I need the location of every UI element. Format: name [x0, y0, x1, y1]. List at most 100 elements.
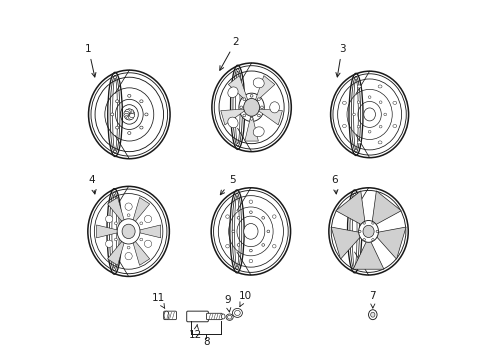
- Ellipse shape: [261, 216, 264, 219]
- Ellipse shape: [377, 141, 381, 144]
- FancyBboxPatch shape: [206, 313, 222, 320]
- Polygon shape: [137, 225, 161, 238]
- Ellipse shape: [140, 100, 143, 103]
- Ellipse shape: [127, 132, 131, 135]
- Text: 10: 10: [238, 291, 251, 306]
- Ellipse shape: [367, 96, 370, 98]
- Ellipse shape: [368, 310, 376, 320]
- Ellipse shape: [342, 101, 346, 104]
- Ellipse shape: [357, 141, 360, 144]
- Ellipse shape: [227, 87, 238, 98]
- Ellipse shape: [248, 259, 252, 263]
- Ellipse shape: [123, 113, 129, 118]
- Ellipse shape: [257, 114, 260, 117]
- Ellipse shape: [357, 125, 359, 128]
- Ellipse shape: [375, 230, 378, 233]
- Ellipse shape: [140, 238, 142, 241]
- Ellipse shape: [124, 115, 130, 119]
- Ellipse shape: [362, 239, 365, 241]
- Ellipse shape: [248, 200, 252, 203]
- Ellipse shape: [383, 113, 386, 116]
- Polygon shape: [132, 198, 149, 223]
- Ellipse shape: [342, 125, 346, 127]
- Polygon shape: [220, 109, 244, 125]
- Text: 5: 5: [220, 175, 235, 195]
- Ellipse shape: [124, 109, 134, 120]
- Ellipse shape: [144, 240, 151, 247]
- Ellipse shape: [253, 127, 264, 137]
- Polygon shape: [255, 76, 274, 101]
- Text: 2: 2: [219, 37, 239, 70]
- Ellipse shape: [221, 314, 224, 319]
- Polygon shape: [228, 76, 247, 101]
- Ellipse shape: [358, 220, 378, 242]
- Ellipse shape: [129, 113, 135, 118]
- Ellipse shape: [392, 125, 396, 127]
- Ellipse shape: [127, 94, 131, 97]
- Ellipse shape: [243, 99, 259, 116]
- Polygon shape: [244, 116, 258, 141]
- Ellipse shape: [239, 93, 264, 122]
- Ellipse shape: [124, 109, 130, 114]
- Text: 9: 9: [224, 295, 230, 312]
- Ellipse shape: [250, 117, 252, 120]
- Ellipse shape: [243, 114, 245, 117]
- Ellipse shape: [163, 311, 169, 320]
- FancyBboxPatch shape: [186, 311, 208, 322]
- Ellipse shape: [127, 214, 130, 216]
- Ellipse shape: [128, 109, 133, 114]
- Polygon shape: [107, 239, 124, 265]
- Ellipse shape: [237, 244, 240, 246]
- Ellipse shape: [243, 224, 258, 239]
- Ellipse shape: [140, 222, 142, 225]
- Ellipse shape: [379, 125, 381, 128]
- Ellipse shape: [392, 101, 396, 104]
- Ellipse shape: [253, 78, 264, 88]
- Ellipse shape: [115, 100, 119, 103]
- Ellipse shape: [114, 222, 117, 225]
- Ellipse shape: [243, 98, 245, 100]
- Text: 12: 12: [188, 324, 202, 340]
- Ellipse shape: [370, 312, 374, 317]
- Ellipse shape: [129, 111, 135, 116]
- Ellipse shape: [144, 113, 148, 116]
- Polygon shape: [132, 239, 149, 265]
- Text: 1: 1: [85, 44, 96, 77]
- Ellipse shape: [227, 315, 231, 319]
- Polygon shape: [371, 191, 401, 226]
- Ellipse shape: [127, 246, 130, 249]
- Ellipse shape: [377, 85, 381, 88]
- Ellipse shape: [249, 249, 252, 252]
- Ellipse shape: [110, 113, 114, 116]
- Ellipse shape: [357, 101, 359, 103]
- Ellipse shape: [237, 216, 240, 219]
- Ellipse shape: [266, 230, 269, 233]
- Ellipse shape: [125, 252, 132, 260]
- Ellipse shape: [269, 102, 279, 113]
- Ellipse shape: [140, 126, 143, 129]
- Ellipse shape: [249, 211, 252, 213]
- Ellipse shape: [128, 115, 133, 119]
- Ellipse shape: [357, 85, 360, 88]
- Ellipse shape: [250, 94, 252, 97]
- Ellipse shape: [358, 230, 360, 233]
- Text: 8: 8: [203, 337, 209, 347]
- Polygon shape: [352, 239, 383, 269]
- Ellipse shape: [260, 106, 263, 109]
- Text: 4: 4: [89, 175, 96, 194]
- Ellipse shape: [225, 314, 233, 320]
- Ellipse shape: [225, 215, 229, 218]
- Text: 3: 3: [335, 44, 345, 77]
- Ellipse shape: [257, 98, 260, 100]
- Ellipse shape: [234, 310, 240, 315]
- Ellipse shape: [227, 117, 238, 128]
- Ellipse shape: [105, 215, 113, 222]
- Ellipse shape: [352, 113, 355, 116]
- Ellipse shape: [371, 239, 373, 241]
- Ellipse shape: [115, 126, 119, 129]
- Ellipse shape: [362, 222, 365, 224]
- Ellipse shape: [232, 309, 242, 318]
- Ellipse shape: [126, 109, 132, 113]
- Polygon shape: [96, 225, 120, 238]
- Polygon shape: [335, 191, 365, 226]
